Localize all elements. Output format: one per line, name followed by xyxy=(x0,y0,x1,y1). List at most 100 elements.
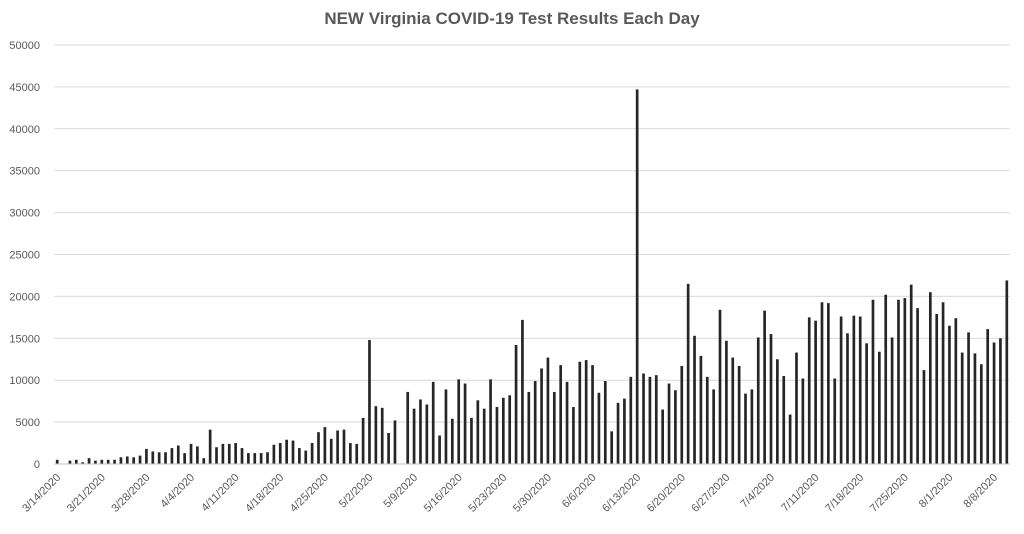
bar xyxy=(674,390,677,464)
bar xyxy=(208,429,212,464)
bar-series xyxy=(55,89,1009,464)
x-axis-ticks: 3/14/2020 3/21/2020 3/28/2020 4/4/2020 4/11/… xyxy=(20,472,1000,515)
bar xyxy=(992,342,996,464)
bar xyxy=(495,407,499,464)
bar xyxy=(457,379,461,464)
y-tick-label: 15000 xyxy=(9,333,40,345)
bar xyxy=(572,407,575,464)
bar xyxy=(361,417,365,464)
y-tick-label: 50000 xyxy=(9,40,40,52)
x-tick-label: 6/27/2020 xyxy=(689,472,732,515)
bar xyxy=(756,337,760,464)
bar xyxy=(986,329,990,464)
bar xyxy=(648,376,652,464)
bar xyxy=(68,460,72,464)
bar xyxy=(591,365,594,464)
bar xyxy=(189,443,193,464)
bar xyxy=(94,460,97,464)
y-tick-label: 30000 xyxy=(9,208,40,220)
bar xyxy=(298,448,301,464)
bar xyxy=(540,368,543,464)
bar xyxy=(686,283,690,464)
bar xyxy=(106,459,110,464)
x-tick-label: 5/9/2020 xyxy=(381,472,420,511)
bar xyxy=(470,417,473,464)
x-tick-label: 8/1/2020 xyxy=(917,472,956,511)
bar xyxy=(979,364,983,464)
bar xyxy=(916,308,919,464)
bar xyxy=(521,319,524,464)
bar xyxy=(948,325,951,464)
x-tick-label: 5/2/2020 xyxy=(337,472,376,511)
bar xyxy=(941,302,945,464)
bar xyxy=(865,343,868,464)
bar xyxy=(482,408,486,464)
bar xyxy=(820,302,824,464)
bar xyxy=(1005,280,1009,464)
bar xyxy=(616,402,620,464)
x-tick-label: 5/16/2020 xyxy=(422,472,465,515)
bar xyxy=(355,443,359,464)
bar xyxy=(533,381,537,464)
bar xyxy=(699,355,703,464)
bar xyxy=(342,429,346,464)
bar xyxy=(119,457,123,464)
bar xyxy=(412,408,416,464)
x-tick-label: 5/30/2020 xyxy=(511,472,554,515)
x-tick-label: 4/25/2020 xyxy=(288,472,331,515)
bar xyxy=(635,89,639,464)
bar xyxy=(145,448,148,464)
bar xyxy=(221,443,225,464)
bar xyxy=(718,309,722,464)
x-tick-label: 6/13/2020 xyxy=(600,472,643,515)
x-tick-label: 3/28/2020 xyxy=(109,472,152,515)
bar xyxy=(897,299,900,464)
bar xyxy=(973,353,977,464)
bar xyxy=(431,381,435,464)
y-tick-label: 25000 xyxy=(9,250,40,262)
bar xyxy=(74,459,78,464)
bar xyxy=(839,316,843,464)
bar xyxy=(890,337,894,464)
bar xyxy=(501,397,505,464)
x-tick-label: 6/20/2020 xyxy=(645,472,688,515)
bar xyxy=(310,443,314,464)
bar xyxy=(878,351,881,464)
bar xyxy=(737,365,741,464)
x-tick-label: 7/25/2020 xyxy=(868,472,911,515)
bar xyxy=(202,458,206,464)
bar xyxy=(183,453,186,464)
bar xyxy=(323,427,327,464)
bar xyxy=(272,444,276,464)
bar xyxy=(266,452,269,464)
bar xyxy=(578,361,582,464)
bar xyxy=(170,448,174,464)
bar xyxy=(776,359,779,464)
bar xyxy=(438,435,441,464)
x-tick-label: 7/11/2020 xyxy=(779,472,822,515)
bar xyxy=(444,389,448,464)
bar xyxy=(858,316,862,464)
bar xyxy=(527,391,531,464)
chart-title: NEW Virginia COVID-19 Test Results Each … xyxy=(324,9,700,28)
bar xyxy=(807,317,811,464)
y-tick-label: 35000 xyxy=(9,166,40,178)
bar xyxy=(336,430,339,464)
bar xyxy=(661,409,664,464)
bar xyxy=(642,373,645,464)
x-tick-label: 4/18/2020 xyxy=(243,472,286,515)
y-tick-label: 5000 xyxy=(16,417,40,429)
bar xyxy=(164,452,167,464)
bar xyxy=(489,379,492,464)
bar xyxy=(317,432,320,464)
bar xyxy=(814,320,817,464)
x-tick-label: 7/18/2020 xyxy=(823,472,866,515)
bar xyxy=(419,399,422,464)
bar xyxy=(374,406,378,464)
bar xyxy=(954,318,958,464)
bar xyxy=(922,370,926,464)
bar xyxy=(603,381,607,464)
bar xyxy=(132,457,136,464)
